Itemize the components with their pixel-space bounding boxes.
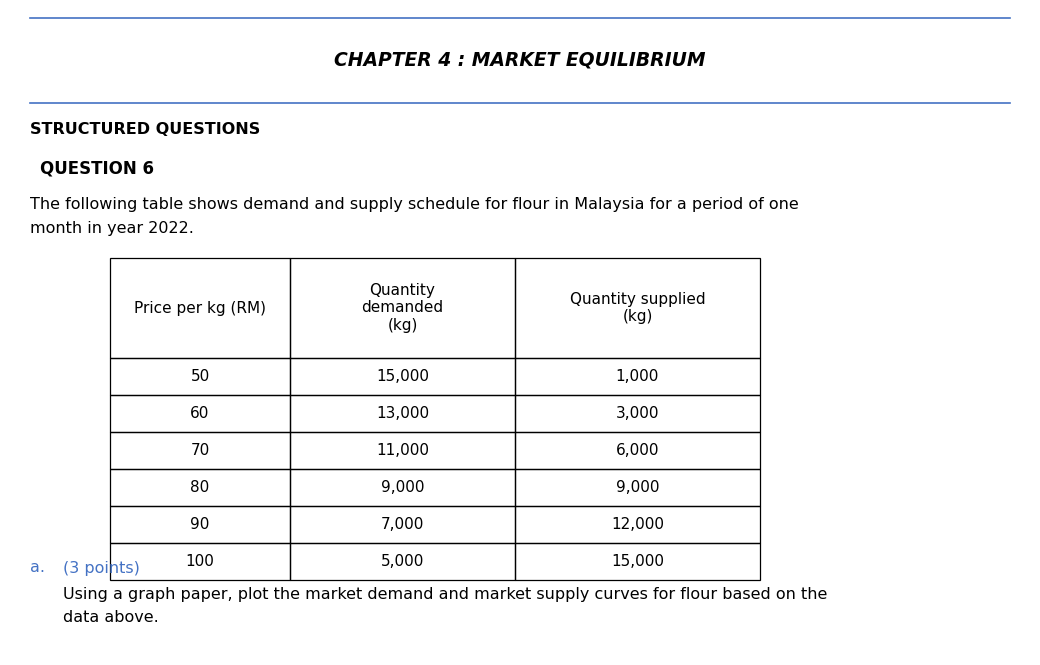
Bar [290, 395, 515, 432]
Text: Price per kg (RM): Price per kg (RM) [134, 301, 266, 315]
Bar [290, 258, 515, 358]
Bar [515, 432, 760, 469]
Text: CHAPTER 4 : MARKET EQUILIBRIUM: CHAPTER 4 : MARKET EQUILIBRIUM [334, 51, 706, 70]
Bar [110, 469, 290, 506]
Bar [290, 506, 515, 543]
Bar [290, 432, 515, 469]
Text: 100: 100 [185, 554, 214, 569]
Text: Quantity
demanded
(kg): Quantity demanded (kg) [362, 283, 444, 333]
Bar [290, 543, 515, 580]
Text: 15,000: 15,000 [376, 369, 430, 384]
Bar [110, 432, 290, 469]
Text: 1,000: 1,000 [616, 369, 659, 384]
Text: The following table shows demand and supply schedule for flour in Malaysia for a: The following table shows demand and sup… [30, 198, 799, 213]
Text: 13,000: 13,000 [375, 406, 430, 421]
Bar [110, 358, 290, 395]
Bar [290, 469, 515, 506]
Bar [515, 258, 760, 358]
Bar [515, 469, 760, 506]
Text: 9,000: 9,000 [381, 480, 424, 495]
Bar [515, 395, 760, 432]
Bar [290, 358, 515, 395]
Text: 50: 50 [190, 369, 210, 384]
Text: QUESTION 6: QUESTION 6 [41, 159, 154, 177]
Bar [110, 258, 290, 358]
Text: (3 points): (3 points) [63, 561, 140, 575]
Bar [110, 395, 290, 432]
Text: 15,000: 15,000 [610, 554, 664, 569]
Text: 7,000: 7,000 [381, 517, 424, 532]
Bar [515, 358, 760, 395]
Bar [515, 543, 760, 580]
Text: 6,000: 6,000 [616, 443, 659, 458]
Bar [110, 506, 290, 543]
Bar [515, 506, 760, 543]
Text: Using a graph paper, plot the market demand and market supply curves for flour b: Using a graph paper, plot the market dem… [63, 587, 828, 602]
Text: Quantity supplied
(kg): Quantity supplied (kg) [570, 292, 705, 325]
Text: 3,000: 3,000 [616, 406, 659, 421]
Text: 5,000: 5,000 [381, 554, 424, 569]
Text: 9,000: 9,000 [616, 480, 659, 495]
Text: 90: 90 [190, 517, 210, 532]
Text: a.: a. [30, 561, 45, 575]
Text: 80: 80 [190, 480, 210, 495]
Text: month in year 2022.: month in year 2022. [30, 221, 193, 235]
Text: 60: 60 [190, 406, 210, 421]
Text: 11,000: 11,000 [376, 443, 430, 458]
Text: 70: 70 [190, 443, 210, 458]
Text: STRUCTURED QUESTIONS: STRUCTURED QUESTIONS [30, 122, 260, 138]
Text: 12,000: 12,000 [610, 517, 664, 532]
Bar [110, 543, 290, 580]
Text: data above.: data above. [63, 610, 159, 626]
